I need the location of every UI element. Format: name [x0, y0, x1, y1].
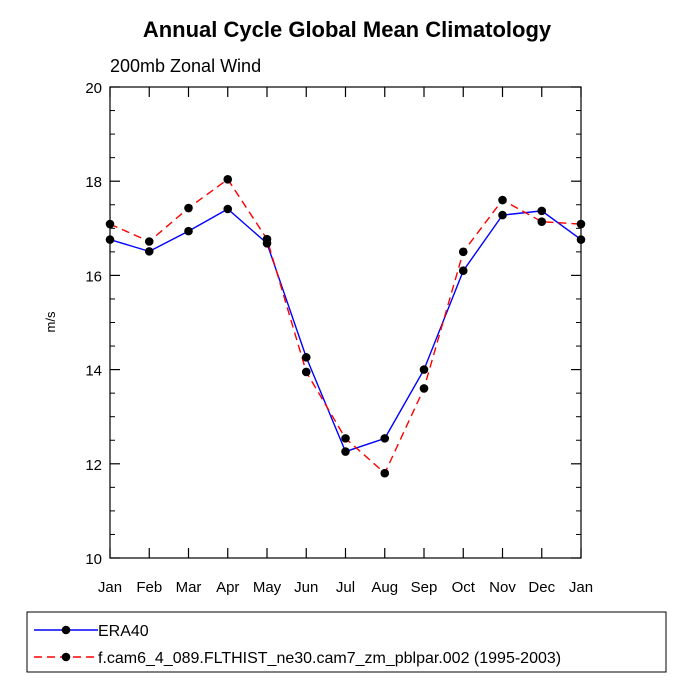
x-tick-label: Sep [411, 579, 438, 596]
x-tick-label: Oct [452, 579, 476, 596]
y-tick-label: 20 [85, 80, 102, 97]
legend-swatch-marker-1 [61, 625, 71, 635]
y-axis-label: m/s [43, 311, 58, 332]
x-tick-label: Jan [98, 579, 122, 596]
legend-label-1: ERA40 [98, 623, 149, 640]
chart-subtitle: 200mb Zonal Wind [110, 56, 261, 76]
series-1-point [380, 434, 390, 443]
series-2-point [223, 175, 233, 184]
series-line-1 [109, 208, 582, 453]
plot-layer [105, 175, 586, 478]
series-2-point [341, 434, 350, 443]
series-1-point [223, 204, 233, 214]
y-tick-label: 12 [85, 457, 102, 474]
ticks-layer: 10 12 14 16 18 20 Jan Feb Mar Apr May Jun Jul Aug Sep O… [85, 80, 593, 596]
series-1-point [498, 210, 507, 220]
series-1-point [341, 447, 350, 456]
legend: ERA40 f.cam6_4_089.FLTHIST_ne30.cam7_zm_p… [26, 611, 667, 673]
series-2-point [419, 384, 429, 393]
x-tick-label: Nov [489, 579, 516, 596]
x-tick-label: May [253, 579, 282, 596]
x-tick-label: Jun [294, 579, 318, 596]
series-2-point [301, 367, 311, 377]
series-1-point [301, 353, 311, 362]
y-tick-label: 14 [85, 363, 102, 380]
legend-swatch-marker-2 [61, 652, 71, 662]
legend-box [26, 611, 667, 673]
x-tick-label: Mar [176, 579, 202, 596]
series-1-point [419, 365, 429, 374]
series-2-point [184, 203, 193, 213]
x-tick-label: Aug [371, 579, 398, 596]
series-2-point [537, 217, 547, 227]
chart-title: Annual Cycle Global Mean Climatology [143, 17, 552, 42]
series-1-point [144, 247, 154, 256]
series-2-point [458, 247, 468, 257]
y-tick-label: 16 [85, 268, 102, 285]
series-1-point [537, 206, 547, 216]
series-2-point [262, 234, 272, 244]
x-tick-label: Jan [569, 579, 593, 596]
x-tick-label: Feb [136, 579, 162, 596]
legend-label-2: f.cam6_4_089.FLTHIST_ne30.cam7_zm_pblpar… [98, 650, 561, 667]
x-tick-label: Apr [216, 579, 239, 596]
x-tick-label: Dec [528, 579, 555, 596]
series-2-point [380, 468, 390, 478]
plot-frame [109, 86, 582, 559]
series-2-point [498, 195, 507, 205]
series-1-point [458, 266, 468, 275]
series-2-point [144, 237, 154, 246]
y-tick-label: 18 [85, 174, 102, 191]
series-line-2 [109, 178, 582, 475]
x-tick-label: Jul [336, 579, 355, 596]
series-1-point [184, 226, 193, 236]
y-tick-label: 10 [85, 551, 102, 568]
